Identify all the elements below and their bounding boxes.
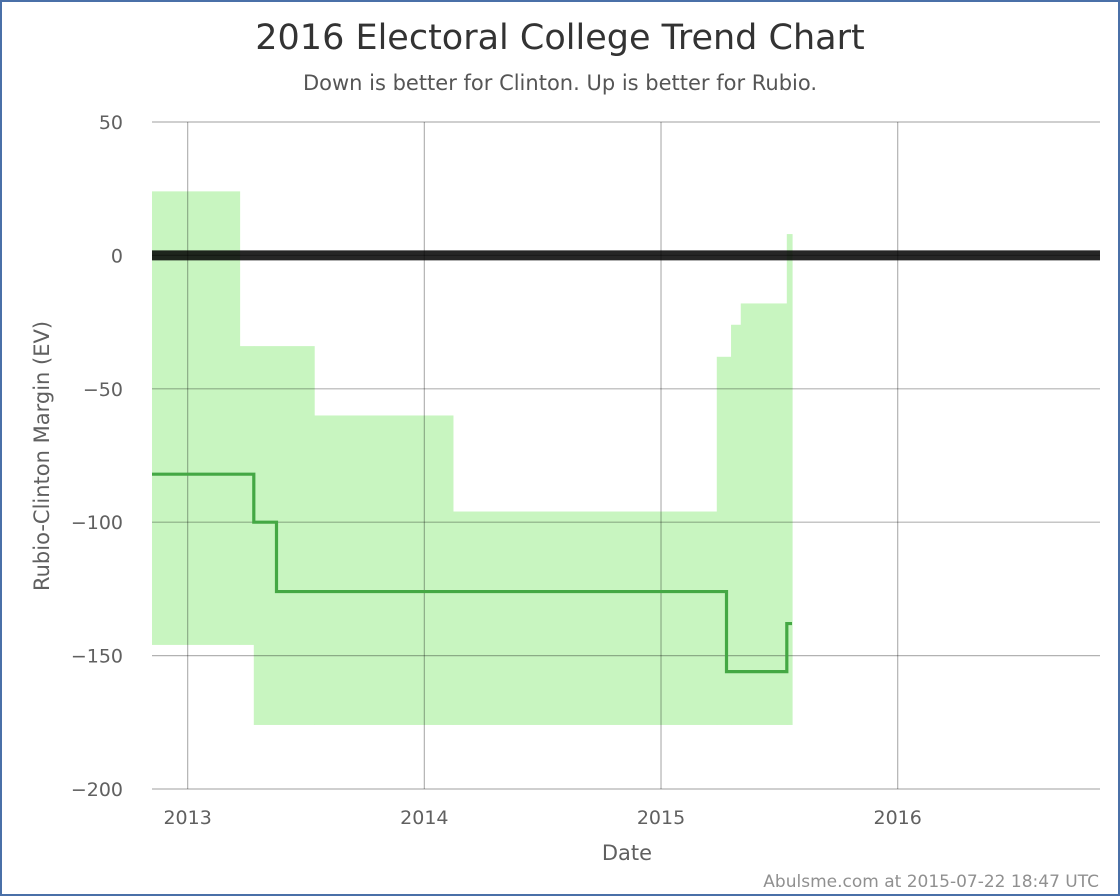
x-tick-label-2: 2015 [637,807,685,829]
y-tick-label-3: −100 [71,512,123,534]
x-tick-label-1: 2014 [400,807,448,829]
y-axis-title: Rubio-Clinton Margin (EV) [30,321,54,591]
range-band-segment-7 [740,303,788,725]
chart-title: 2016 Electoral College Trend Chart [255,18,864,58]
series-line [152,472,792,674]
y-tick-label-2: −50 [83,379,123,401]
range-band-segment-2 [253,346,315,725]
range-band-segment-5 [716,356,732,725]
y-tick-label-0: 50 [99,112,123,134]
range-band [152,191,793,725]
series-line-0 [152,472,792,674]
range-band-segment-8 [786,234,793,725]
x-axis-ticks: 2013 2014 2015 2016 [163,807,921,829]
range-band-segment-0 [152,191,241,645]
range-band-segment-3 [314,415,454,725]
y-axis-ticks: 50 0 −50 −100 −150 −200 [71,112,123,801]
y-tick-label-1: 0 [111,245,123,267]
range-band-segment-6 [731,324,742,725]
x-tick-label-0: 2013 [163,807,211,829]
x-tick-label-3: 2016 [874,807,922,829]
y-tick-label-4: −150 [71,646,123,668]
chart-subtitle: Down is better for Clinton. Up is better… [303,71,817,95]
range-band-segment-4 [452,511,718,725]
range-band-segment-1 [239,346,255,645]
x-axis-title: Date [602,841,652,865]
credit-text: Abulsme.com at 2015-07-22 18:47 UTC [763,872,1099,892]
y-tick-label-5: −200 [71,779,123,801]
